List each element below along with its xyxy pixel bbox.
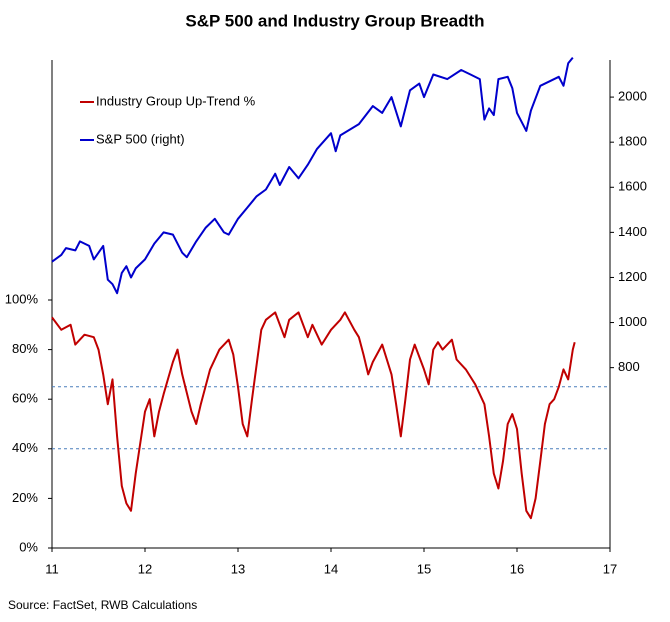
x-tick-label: 17: [603, 561, 617, 576]
y-tick-label: 40%: [12, 440, 38, 455]
x-tick-label: 11: [45, 561, 59, 576]
y2-tick-label: 800: [618, 359, 640, 374]
y-tick-label: 20%: [12, 490, 38, 505]
x-tick-label: 16: [510, 561, 524, 576]
x-tick-label: 12: [138, 561, 152, 576]
legend-label: S&P 500 (right): [96, 131, 185, 146]
y-tick-label: 0%: [19, 539, 38, 554]
y-tick-label: 80%: [12, 341, 38, 356]
legend-label: Industry Group Up-Trend %: [96, 93, 256, 108]
y2-tick-label: 1400: [618, 224, 647, 239]
chart-title: S&P 500 and Industry Group Breadth: [185, 11, 484, 30]
y-tick-label: 100%: [5, 291, 39, 306]
y2-tick-label: 1800: [618, 134, 647, 149]
x-tick-label: 13: [231, 561, 245, 576]
y2-tick-label: 1000: [618, 314, 647, 329]
series-line: [51, 311, 576, 520]
source-note: Source: FactSet, RWB Calculations: [8, 598, 197, 612]
y2-tick-label: 1600: [618, 179, 647, 194]
y2-tick-label: 1200: [618, 269, 647, 284]
series-line: [51, 56, 574, 295]
x-tick-label: 14: [324, 561, 338, 576]
y-tick-label: 60%: [12, 391, 38, 406]
y2-tick-label: 2000: [618, 89, 647, 104]
x-tick-label: 15: [417, 561, 431, 576]
